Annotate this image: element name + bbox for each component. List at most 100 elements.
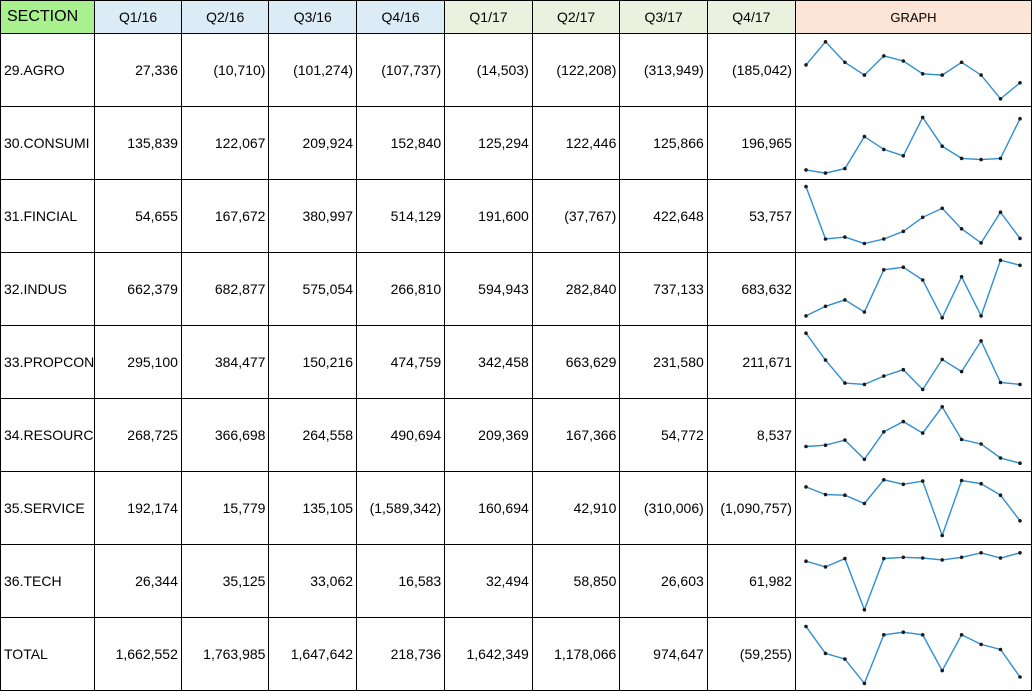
value-cell: (122,208) (531, 33, 621, 107)
table-row: 31.FINCIAL 54,655 167,672 380,997 514,129 191… (0, 179, 1032, 253)
value-cell: 8,537 (706, 398, 796, 472)
value-cell: 295,100 (94, 325, 182, 399)
sparkline-line (805, 259, 1021, 320)
graph-header: GRAPH (794, 0, 1032, 34)
value-cell: 125,294 (444, 106, 533, 180)
sparkline-point (998, 156, 1003, 161)
sparkline-cell (794, 252, 1032, 326)
table-row: 33.PROPCON 295,100 384,477 150,216 474,759 34… (0, 325, 1032, 399)
sparkline-point (979, 339, 983, 343)
sparkline-line (805, 552, 1021, 612)
sparkline-chart (804, 405, 1022, 465)
sparkline-point (862, 608, 867, 612)
sparkline-point (862, 310, 867, 314)
sparkline-point (979, 551, 983, 555)
sparkline-point (881, 54, 886, 58)
value-cell: 26,603 (619, 544, 708, 618)
sparkline-point (940, 357, 944, 362)
quarter-header: Q2/16 (180, 0, 270, 34)
sparkline-point (804, 331, 808, 335)
sparkline-point (843, 438, 847, 442)
sparkline-point (920, 633, 925, 637)
value-cell: (313,949) (619, 33, 708, 107)
value-cell: 1,763,985 (180, 617, 270, 691)
value-cell: 737,133 (619, 252, 708, 326)
sparkline-point (862, 681, 867, 686)
sparkline-point (823, 171, 828, 175)
sparkline-point (979, 73, 983, 77)
sparkline-point (881, 633, 886, 637)
sparkline-point (804, 63, 808, 67)
sparkline-point (823, 237, 828, 241)
sparkline-point (940, 558, 944, 562)
header-row: SECTION Q1/16 Q2/16 Q3/16 Q4/16 Q1/17 Q2… (0, 0, 1032, 34)
value-cell: 54,772 (619, 398, 708, 472)
sparkline-point (843, 493, 847, 497)
value-cell: 61,982 (706, 544, 796, 618)
sparkline-point (940, 405, 944, 409)
quarter-header: Q3/16 (268, 0, 358, 34)
sparkline-point (843, 235, 847, 239)
value-cell: 282,840 (531, 252, 621, 326)
value-cell: 342,458 (444, 325, 533, 399)
sparkline-point (1018, 81, 1022, 85)
sparkline-point (959, 478, 964, 483)
sparkline-point (998, 97, 1003, 101)
sparkline-point (881, 268, 886, 272)
value-cell: 683,632 (706, 252, 796, 326)
row-label: 31.FINCIAL (0, 179, 96, 253)
sparkline-point (979, 642, 983, 647)
sparkline-line (805, 332, 1021, 391)
sparkline-point (804, 559, 808, 563)
value-cell: 380,997 (268, 179, 358, 253)
value-cell: (1,090,757) (706, 471, 796, 545)
sparkline-point (862, 241, 867, 246)
sparkline-point (823, 358, 828, 362)
table-body: 29.AGRO 27,336 (10,710) (101,274) (107,737)(… (0, 33, 1032, 691)
sparkline-point (920, 278, 925, 282)
value-cell: 384,477 (180, 325, 270, 399)
value-cell: 209,924 (268, 106, 358, 180)
row-label: TOTAL (0, 617, 96, 691)
sparkline-point (1018, 519, 1022, 523)
value-cell: (101,274) (268, 33, 358, 107)
value-cell: 150,216 (268, 325, 358, 399)
value-cell: 594,943 (444, 252, 533, 326)
sparkline-point (920, 115, 925, 120)
sparkline-point (920, 387, 925, 392)
value-cell: 218,736 (356, 617, 446, 691)
section-header: SECTION (0, 0, 96, 34)
sparkline-point (940, 316, 944, 320)
sparkline-point (959, 156, 964, 161)
sparkline-point (998, 556, 1003, 560)
sparkline-point (901, 555, 906, 560)
sparkline-point (940, 73, 944, 77)
quarter-header: Q3/17 (619, 0, 708, 34)
value-cell: 15,779 (180, 471, 270, 545)
sparkline-point (901, 229, 906, 234)
sparkline-point (881, 374, 886, 378)
value-cell: 122,067 (180, 106, 270, 180)
value-cell: 32,494 (444, 544, 533, 618)
value-cell: (107,737) (356, 33, 446, 107)
sparkline-line (805, 186, 1021, 245)
row-label: 32.INDUS (0, 252, 96, 326)
sparkline-point (901, 419, 906, 424)
sparkline-point (979, 157, 983, 162)
value-cell: 514,129 (356, 179, 446, 253)
sparkline-point (901, 265, 906, 269)
value-cell: 490,694 (356, 398, 446, 472)
value-cell: (310,006) (619, 471, 708, 545)
sparkline-point (1018, 116, 1022, 121)
sparkline-point (901, 154, 906, 158)
value-cell: 27,336 (94, 33, 182, 107)
sparkline-point (843, 657, 847, 661)
sparkline-point (804, 314, 808, 318)
sparkline-point (959, 369, 964, 374)
value-cell: 167,672 (180, 179, 270, 253)
sparkline-cell (794, 617, 1032, 691)
value-cell: 42,910 (531, 471, 621, 545)
value-cell: 125,866 (619, 106, 708, 180)
quarter-header: Q1/16 (94, 0, 182, 34)
